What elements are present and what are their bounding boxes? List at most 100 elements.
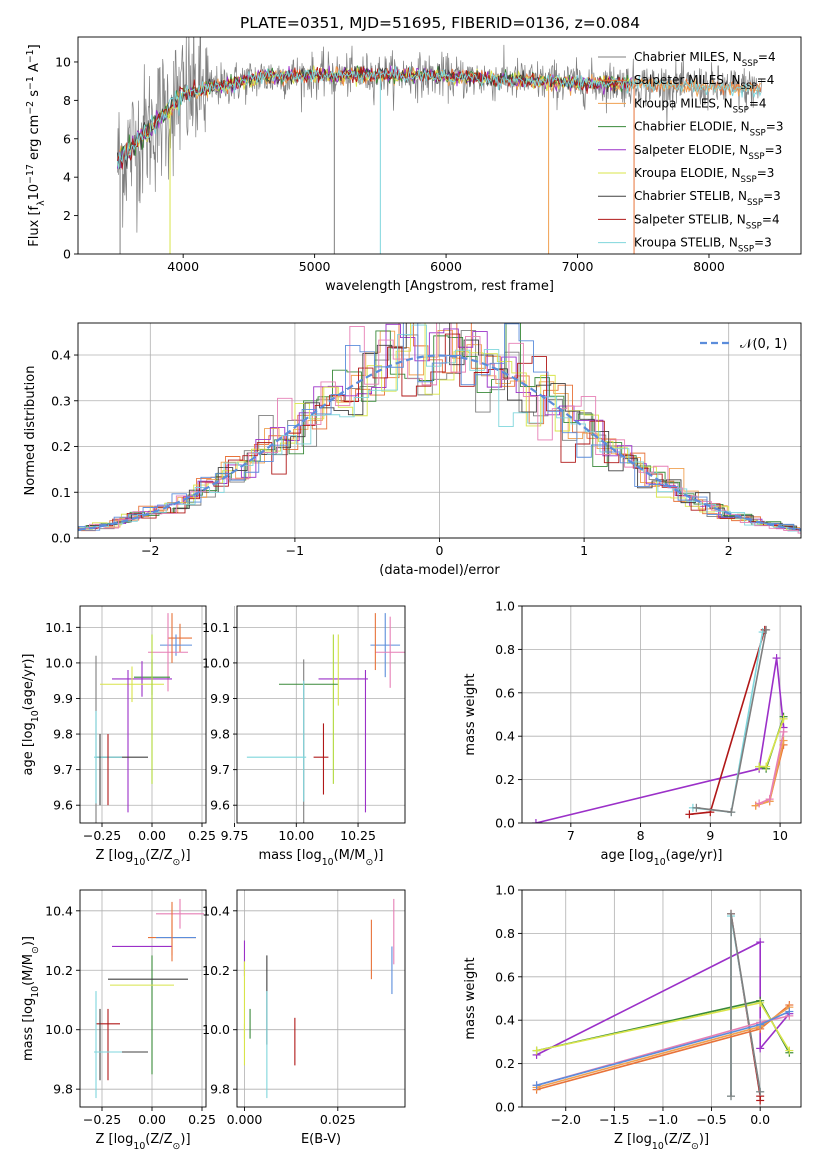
x-tick-label: −2.0 bbox=[551, 1112, 581, 1127]
histogram-step bbox=[83, 333, 801, 531]
y-tick-label: 0.6 bbox=[495, 685, 515, 700]
panel-mass-vs-EBV: 0.000 0.025 9.8 10.0 10.2 10.4 E(B-V) bbox=[202, 889, 406, 1147]
legend-label: Salpeter ELODIE, NSSP=3 bbox=[634, 143, 782, 162]
x-tick-label: 0.025 bbox=[320, 1112, 356, 1127]
x-axis-label: Z [log10(Z/Z⊙)] bbox=[95, 1132, 190, 1152]
legend-label: Kroupa MILES, NSSP=4 bbox=[634, 96, 767, 115]
legend-label: Salpeter STELIB, NSSP=4 bbox=[634, 212, 780, 231]
panel-mass-vs-Z: −0.25 0.00 0.25 9.8 10.0 10.2 10.4 Z [log10(Z/Z… bbox=[21, 889, 216, 1152]
plot-area bbox=[94, 898, 204, 1099]
y-tick-label: 10.0 bbox=[202, 655, 230, 670]
x-tick-label: 0.25 bbox=[188, 1112, 216, 1127]
x-tick-label: 7000 bbox=[562, 259, 594, 274]
legend-label: 𝒩(0, 1) bbox=[740, 337, 787, 352]
axes-frame bbox=[521, 889, 802, 1108]
y-tick-label: 0.8 bbox=[495, 642, 515, 657]
y-tick-label: 10.1 bbox=[45, 620, 73, 635]
y-tick-label: 0.0 bbox=[495, 816, 515, 831]
histogram-step bbox=[78, 329, 801, 531]
x-tick-label: 6000 bbox=[430, 259, 462, 274]
x-tick-label: −0.5 bbox=[696, 1112, 726, 1127]
legend-label: Chabrier ELODIE, NSSP=3 bbox=[634, 120, 783, 139]
figure-title: PLATE=0351, MJD=51695, FIBERID=0136, z=0… bbox=[240, 14, 640, 32]
legend-label: Kroupa STELIB, NSSP=3 bbox=[634, 236, 772, 255]
massweight-line bbox=[536, 940, 790, 1056]
panel-massweight-vs-age: 7 8 9 10 0.0 0.2 0.4 0.6 0.8 1.0 age [log10(age/yr… bbox=[463, 599, 802, 868]
y-axis-label: Normed distribution bbox=[23, 366, 38, 496]
x-tick-label: 0.0 bbox=[750, 1112, 770, 1127]
histogram-step bbox=[78, 323, 801, 531]
x-tick-label: 7 bbox=[567, 828, 575, 843]
y-tick-label: 10.2 bbox=[202, 963, 230, 978]
x-axis-label: age [log10(age/yr)] bbox=[601, 848, 723, 868]
x-axis-label: (data-model)/error bbox=[379, 563, 500, 578]
axes-frame bbox=[236, 889, 406, 1108]
x-tick-label: 9 bbox=[706, 828, 714, 843]
x-tick-label: −1.5 bbox=[599, 1112, 629, 1127]
axes-frame bbox=[521, 605, 802, 824]
plot-area bbox=[78, 323, 801, 534]
y-tick-label: 9.9 bbox=[210, 691, 230, 706]
y-tick-label: 0.4 bbox=[51, 348, 71, 363]
x-axis-label: Z [log10(Z/Z⊙)] bbox=[614, 1132, 709, 1152]
x-axis-label: E(B-V) bbox=[301, 1132, 341, 1147]
plot-area bbox=[116, 37, 762, 254]
y-tick-label: 9.8 bbox=[53, 727, 73, 742]
y-tick-label: 0.4 bbox=[495, 729, 515, 744]
y-tick-label: 0.4 bbox=[495, 1013, 515, 1028]
y-tick-label: 9.9 bbox=[53, 691, 73, 706]
legend-label: Kroupa ELODIE, NSSP=3 bbox=[634, 166, 774, 185]
massweight-line bbox=[535, 657, 785, 823]
axes-frame bbox=[79, 889, 207, 1108]
y-tick-label: 4 bbox=[63, 170, 71, 185]
x-axis-label: mass [log10(M/M⊙)] bbox=[259, 848, 384, 868]
x-tick-label: 4000 bbox=[167, 259, 199, 274]
legend: Chabrier MILES, NSSP=4 Salpeter MILES, NS… bbox=[598, 50, 783, 255]
y-tick-label: 10.4 bbox=[45, 903, 73, 918]
y-tick-label: 9.8 bbox=[210, 1082, 230, 1097]
x-tick-label: 9.75 bbox=[221, 828, 249, 843]
axes-frame bbox=[77, 36, 802, 255]
panel-age-vs-mass: 9.75 10.00 10.25 9.6 9.7 9.8 9.9 10.0 10.1 mass [… bbox=[202, 605, 406, 868]
y-tick-label: 9.7 bbox=[53, 762, 73, 777]
x-tick-label: 0.25 bbox=[188, 828, 216, 843]
histogram-step bbox=[78, 323, 801, 534]
y-tick-label: 0.8 bbox=[495, 926, 515, 941]
x-tick-label: −2 bbox=[141, 543, 159, 558]
x-tick-label: 0 bbox=[436, 543, 444, 558]
y-axis-label: mass [log10(M/M⊙)] bbox=[21, 936, 41, 1061]
plot-area bbox=[243, 898, 395, 1099]
panel-massweight-vs-Z: −2.0 −1.5 −1.0 −0.5 0.0 0.0 0.2 0.4 0.6 0.8 1.0 Z [… bbox=[463, 883, 802, 1152]
panel-age-vs-Z: −0.25 0.00 0.25 9.6 9.7 9.8 9.9 10.0 10.1 Z [log1… bbox=[21, 605, 216, 868]
y-tick-label: 9.8 bbox=[210, 727, 230, 742]
y-axis-label: mass weight bbox=[463, 957, 478, 1039]
y-tick-label: 9.8 bbox=[53, 1082, 73, 1097]
y-tick-label: 10.0 bbox=[45, 1022, 73, 1037]
x-tick-label: 0.00 bbox=[138, 828, 166, 843]
x-tick-label: 10.00 bbox=[278, 828, 314, 843]
y-tick-label: 0.2 bbox=[51, 439, 71, 454]
y-tick-label: 1.0 bbox=[495, 599, 515, 614]
y-tick-label: 10.4 bbox=[202, 903, 230, 918]
plot-area bbox=[531, 625, 788, 823]
y-tick-label: 9.7 bbox=[210, 762, 230, 777]
histogram-step bbox=[78, 323, 801, 531]
y-axis-label: Flux [fλ10−17 erg cm−2 s−1 A−1] bbox=[25, 44, 47, 246]
y-tick-label: 10.0 bbox=[202, 1022, 230, 1037]
y-tick-label: 0.6 bbox=[495, 969, 515, 984]
y-tick-label: 10.2 bbox=[45, 963, 73, 978]
y-tick-label: 0.0 bbox=[495, 1100, 515, 1115]
plot-area bbox=[532, 909, 794, 1105]
y-tick-label: 9.6 bbox=[210, 798, 230, 813]
plot-area bbox=[94, 613, 192, 823]
y-axis-label: age [log10(age/yr)] bbox=[21, 654, 41, 776]
legend: 𝒩(0, 1) bbox=[700, 337, 787, 352]
x-tick-label: −0.25 bbox=[83, 1112, 121, 1127]
normal-curve bbox=[78, 354, 801, 532]
legend-label: Chabrier STELIB, NSSP=3 bbox=[634, 189, 781, 208]
x-tick-label: 1 bbox=[580, 543, 588, 558]
y-tick-label: 2 bbox=[63, 208, 71, 223]
x-tick-label: 0.00 bbox=[138, 1112, 166, 1127]
x-tick-label: 0.000 bbox=[227, 1112, 263, 1127]
